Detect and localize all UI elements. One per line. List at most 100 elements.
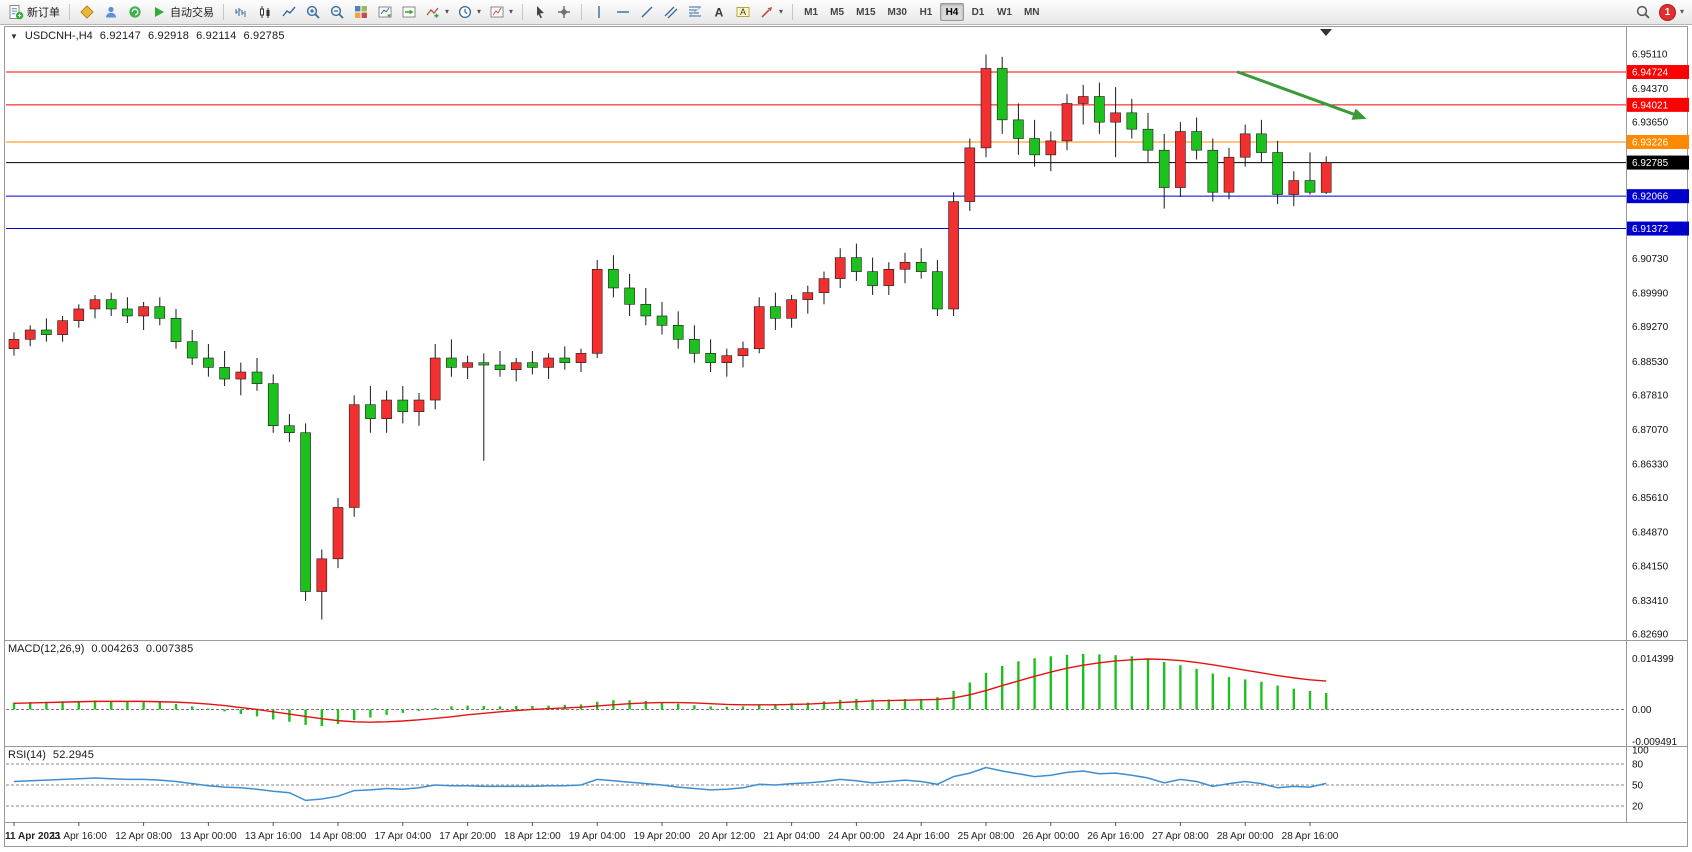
- search-button[interactable]: [1631, 2, 1655, 22]
- chart-shift-icon: [402, 6, 416, 18]
- zoom-in-icon: [306, 5, 320, 19]
- svg-text:17 Apr 20:00: 17 Apr 20:00: [439, 831, 496, 842]
- new-order-label: 新订单: [27, 7, 60, 19]
- periods-button[interactable]: ▾: [453, 2, 485, 22]
- templates-button[interactable]: ▾: [485, 2, 517, 22]
- trendline-button[interactable]: [635, 2, 659, 22]
- macd-label: MACD(12,26,9): [8, 643, 85, 655]
- timeframe-m5[interactable]: M5: [825, 3, 849, 21]
- text-icon: A: [715, 6, 724, 20]
- zoom-in-button[interactable]: [301, 2, 325, 22]
- rsi-header: RSI(14) 52.2945: [8, 749, 94, 761]
- chevron-down-icon: ▾: [509, 7, 514, 16]
- horizontal-line-icon: [617, 11, 630, 13]
- zoom-out-icon: [330, 5, 344, 19]
- svg-text:100: 100: [1632, 746, 1649, 757]
- timeframe-m15[interactable]: M15: [851, 3, 880, 21]
- svg-text:A: A: [715, 6, 724, 20]
- svg-text:6.87070: 6.87070: [1632, 425, 1669, 436]
- macd-signal-value: 0.007385: [145, 643, 194, 655]
- timeframe-mn[interactable]: MN: [1019, 3, 1045, 21]
- timeframe-m30[interactable]: M30: [883, 3, 912, 21]
- gold-seal-button[interactable]: [75, 2, 99, 22]
- tile-windows-button[interactable]: [349, 2, 373, 22]
- svg-text:14 Apr 08:00: 14 Apr 08:00: [310, 831, 367, 842]
- svg-text:28 Apr 00:00: 28 Apr 00:00: [1217, 831, 1274, 842]
- svg-text:13 Apr 16:00: 13 Apr 16:00: [245, 831, 302, 842]
- crosshair-icon: [558, 6, 571, 18]
- rsi-value: 52.2945: [52, 749, 95, 761]
- chevron-down-icon: ▾: [779, 7, 784, 16]
- collapse-triangle-icon[interactable]: ▼: [10, 32, 18, 41]
- crosshair-button[interactable]: [552, 2, 576, 22]
- auto-scroll-button[interactable]: [373, 2, 397, 22]
- channel-button[interactable]: [659, 2, 683, 22]
- svg-text:6.94724: 6.94724: [1632, 68, 1669, 79]
- svg-text:6.85610: 6.85610: [1632, 493, 1669, 504]
- svg-text:13 Apr 00:00: 13 Apr 00:00: [180, 831, 237, 842]
- timeframe-h1[interactable]: H1: [914, 3, 938, 21]
- indicators-icon: [426, 7, 439, 18]
- shapes-button[interactable]: ▾: [755, 2, 787, 22]
- svg-text:24 Apr 00:00: 24 Apr 00:00: [828, 831, 885, 842]
- community-button[interactable]: [123, 2, 147, 22]
- rsi-label: RSI(14): [8, 749, 46, 761]
- high-value: 6.92918: [147, 30, 190, 42]
- svg-text:-0.009491: -0.009491: [1632, 737, 1677, 748]
- gold-seal-icon: [80, 5, 94, 19]
- arrow-shape-icon: [761, 7, 773, 18]
- svg-text:20: 20: [1632, 802, 1644, 813]
- vertical-line-button[interactable]: [587, 2, 611, 22]
- svg-text:11 Apr 2023: 11 Apr 2023: [5, 831, 61, 842]
- zoom-out-button[interactable]: [325, 2, 349, 22]
- periods-clock-icon: [458, 5, 472, 19]
- bar-chart-button[interactable]: [229, 2, 253, 22]
- new-order-icon: [9, 5, 24, 20]
- svg-text:6.82690: 6.82690: [1632, 630, 1669, 641]
- text-label-icon: A: [736, 7, 750, 17]
- fibonacci-button[interactable]: [683, 2, 707, 22]
- autotrade-label: 自动交易: [170, 7, 214, 19]
- timeframe-w1[interactable]: W1: [992, 3, 1017, 21]
- chart-shift-button[interactable]: [397, 2, 421, 22]
- timeframe-m1[interactable]: M1: [799, 3, 823, 21]
- svg-text:20 Apr 12:00: 20 Apr 12:00: [698, 831, 755, 842]
- indicators-button[interactable]: ▾: [421, 2, 453, 22]
- svg-text:0.00: 0.00: [1632, 705, 1652, 716]
- svg-text:6.89990: 6.89990: [1632, 289, 1669, 300]
- candlestick-chart-button[interactable]: [253, 2, 277, 22]
- macd-main-value: 0.004263: [91, 643, 139, 655]
- notification-badge[interactable]: 1 ▾: [1655, 2, 1688, 22]
- trendline-icon: [641, 6, 653, 18]
- horizontal-line-button[interactable]: [611, 2, 635, 22]
- svg-text:6.95110: 6.95110: [1632, 50, 1668, 61]
- timeframe-h4[interactable]: H4: [939, 3, 964, 21]
- svg-text:18 Apr 12:00: 18 Apr 12:00: [504, 831, 561, 842]
- toolbar: 新订单 自动交易: [0, 0, 1692, 25]
- notification-count: 1: [1658, 3, 1676, 21]
- separator: [69, 4, 70, 20]
- svg-text:6.86330: 6.86330: [1632, 460, 1669, 471]
- svg-text:6.91372: 6.91372: [1632, 224, 1669, 235]
- text-button[interactable]: A: [707, 2, 731, 22]
- autotrade-button[interactable]: 自动交易: [147, 2, 218, 22]
- text-label-button[interactable]: A: [731, 2, 755, 22]
- line-chart-button[interactable]: [277, 2, 301, 22]
- svg-text:25 Apr 08:00: 25 Apr 08:00: [958, 831, 1015, 842]
- new-order-button[interactable]: 新订单: [4, 2, 64, 22]
- svg-text:17 Apr 04:00: 17 Apr 04:00: [374, 831, 431, 842]
- chevron-down-icon: ▾: [477, 7, 482, 16]
- fibonacci-icon: [688, 6, 702, 17]
- separator: [223, 4, 224, 20]
- vertical-line-icon: [598, 6, 600, 18]
- cursor-button[interactable]: [528, 2, 552, 22]
- line-chart-icon: [282, 6, 296, 17]
- chevron-down-icon: ▾: [1679, 7, 1684, 16]
- svg-text:26 Apr 00:00: 26 Apr 00:00: [1022, 831, 1079, 842]
- open-value: 6.92147: [99, 30, 141, 42]
- svg-text:6.87810: 6.87810: [1632, 390, 1669, 401]
- profiles-button[interactable]: [99, 2, 123, 22]
- timeframe-d1[interactable]: D1: [966, 3, 990, 21]
